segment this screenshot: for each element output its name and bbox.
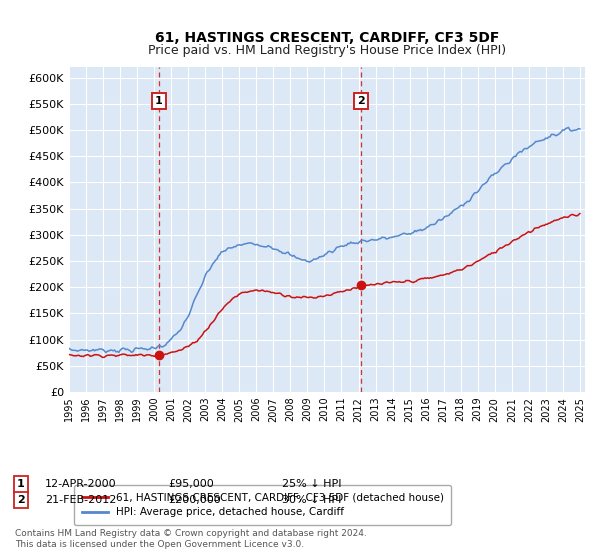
Text: 30% ↓ HPI: 30% ↓ HPI <box>282 495 341 505</box>
Title: 61, HASTINGS CRESCENT, CARDIFF, CF3 5DF: 61, HASTINGS CRESCENT, CARDIFF, CF3 5DF <box>155 31 499 45</box>
Text: Price paid vs. HM Land Registry's House Price Index (HPI): Price paid vs. HM Land Registry's House … <box>148 44 506 58</box>
Text: £200,000: £200,000 <box>168 495 221 505</box>
Text: 2: 2 <box>17 495 25 505</box>
Text: 2: 2 <box>357 96 365 106</box>
Text: 21-FEB-2012: 21-FEB-2012 <box>45 495 116 505</box>
Text: Contains HM Land Registry data © Crown copyright and database right 2024.
This d: Contains HM Land Registry data © Crown c… <box>15 529 367 549</box>
Text: 25% ↓ HPI: 25% ↓ HPI <box>282 479 341 489</box>
Text: 12-APR-2000: 12-APR-2000 <box>45 479 116 489</box>
Text: £95,000: £95,000 <box>168 479 214 489</box>
Text: 1: 1 <box>155 96 163 106</box>
Legend: 61, HASTINGS CRESCENT, CARDIFF, CF3 5DF (detached house), HPI: Average price, de: 61, HASTINGS CRESCENT, CARDIFF, CF3 5DF … <box>74 485 451 525</box>
Text: 1: 1 <box>17 479 25 489</box>
